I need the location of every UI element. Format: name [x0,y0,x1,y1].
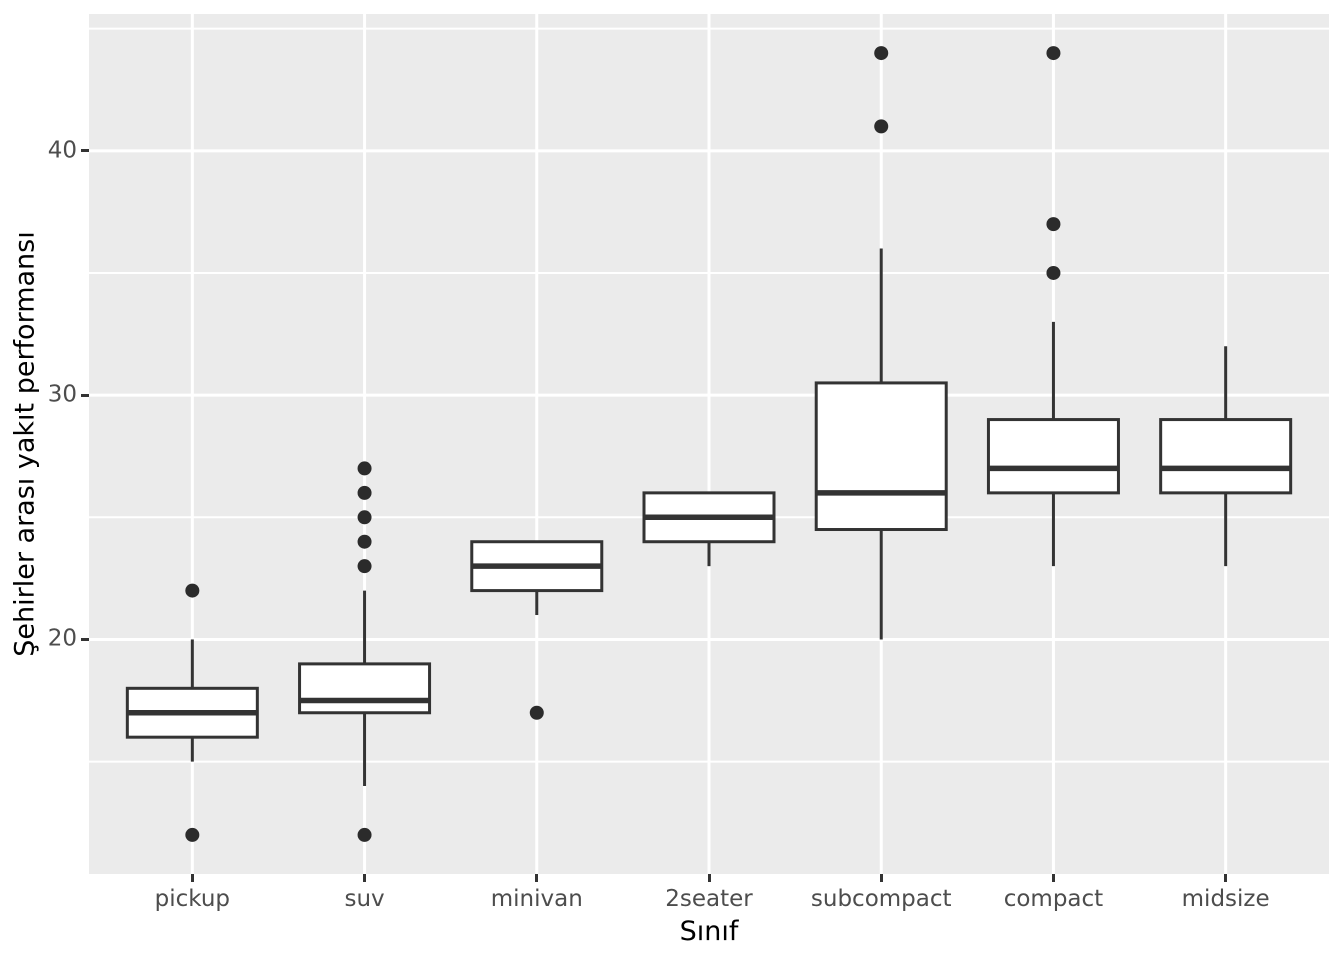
outlier-point-24 [357,534,372,549]
outlier-point-23 [357,559,372,574]
y-tick-label-40: 40 [47,137,77,164]
outlier-point-44 [1046,46,1061,61]
outlier-point-26 [357,485,372,500]
x-tick-label-2seater: 2seater [665,886,753,912]
outlier-point-27 [357,461,372,476]
outlier-point-35 [1046,265,1061,280]
x-tick-mark-minivan [535,874,539,882]
outlier-point-12 [185,827,200,842]
x-tick-label-suv: suv [344,886,385,912]
outlier-point-25 [357,510,372,525]
x-tick-mark-midsize [1224,874,1228,882]
x-tick-mark-subcompact [879,874,883,882]
outlier-point-37 [1046,217,1061,232]
plot-panel [89,14,1329,874]
x-tick-mark-2seater [707,874,711,882]
boxplot-midsize [1159,346,1293,567]
x-tick-mark-suv [363,874,367,882]
x-tick-label-midsize: midsize [1181,886,1270,912]
boxplot-suv [298,461,432,842]
x-tick-label-subcompact: subcompact [810,886,952,912]
outlier-point-44 [874,46,889,61]
box [814,381,948,532]
outlier-point-12 [357,827,372,842]
y-tick-label-30: 30 [47,381,77,408]
x-axis-title: Sınıf [679,916,739,947]
outlier-point-41 [874,119,889,134]
outlier-point-22 [185,583,200,598]
boxplot-pickup [125,583,259,842]
x-tick-label-pickup: pickup [154,886,231,912]
boxplot-2seater [642,491,776,567]
boxplot-minivan [470,540,604,720]
boxplot-subcompact [814,46,948,640]
x-tick-mark-pickup [190,874,194,882]
box [986,418,1120,495]
box [1159,418,1293,495]
boxplot-compact [986,46,1120,567]
y-tick-mark-40 [81,149,89,153]
y-tick-mark-20 [81,637,89,641]
x-tick-mark-compact [1051,874,1055,882]
box [298,662,432,715]
chart-canvas [89,14,1329,874]
y-tick-mark-30 [81,393,89,397]
y-axis-title: Şehirler arası yakıt performansı [9,231,41,657]
y-tick-label-20: 20 [47,625,77,652]
x-tick-label-compact: compact [1003,886,1104,912]
x-tick-label-minivan: minivan [490,886,583,912]
outlier-point-17 [529,705,544,720]
